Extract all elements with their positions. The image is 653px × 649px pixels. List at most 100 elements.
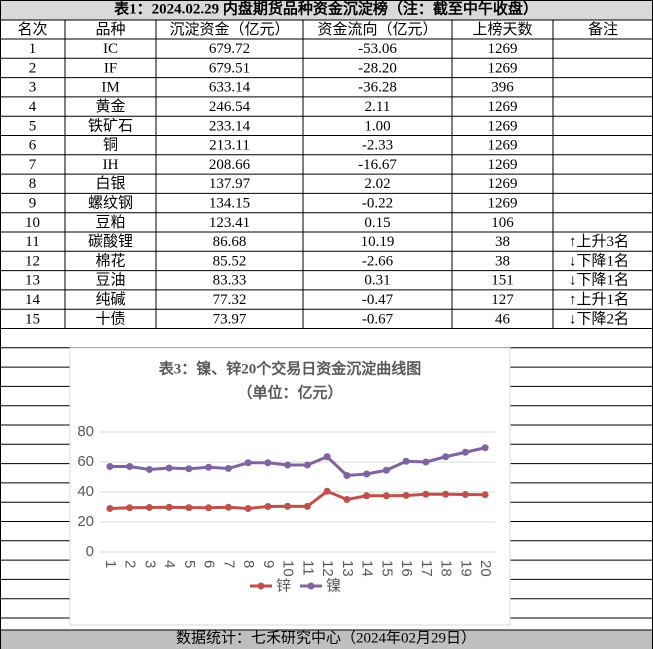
x-tick-label: 12 xyxy=(319,560,336,577)
cell: 77.32 xyxy=(213,292,247,308)
y-tick-label: 60 xyxy=(77,453,94,470)
cell: 633.14 xyxy=(209,80,251,96)
point xyxy=(481,444,489,452)
cell: 213.11 xyxy=(209,138,250,154)
cell: IC xyxy=(103,41,118,57)
cell: 73.97 xyxy=(213,311,247,327)
x-tick-label: 14 xyxy=(359,560,376,577)
cell: -2.66 xyxy=(362,253,394,269)
cell: 1269 xyxy=(488,176,518,192)
cell: -0.47 xyxy=(362,292,394,308)
x-tick-label: 7 xyxy=(220,560,237,568)
point xyxy=(422,490,430,498)
cell: 碳酸锂 xyxy=(88,233,133,250)
column-header: 沉淀资金（亿元） xyxy=(169,21,289,38)
cell: -28.20 xyxy=(358,60,397,76)
point xyxy=(382,466,390,474)
point xyxy=(205,463,213,471)
cell: 15 xyxy=(25,311,40,327)
cell: 134.15 xyxy=(209,195,250,211)
chart-title: 表3：镍、锌20个交易日资金沉淀曲线图 xyxy=(159,359,422,377)
cell: 106 xyxy=(491,215,514,231)
point xyxy=(284,502,292,510)
point xyxy=(442,490,450,498)
cell: 棉花 xyxy=(95,252,125,269)
cell: -2.33 xyxy=(362,138,393,154)
cell: 2.02 xyxy=(364,176,390,192)
point xyxy=(402,491,410,499)
cell: 38 xyxy=(495,234,510,250)
point xyxy=(106,463,114,470)
column-header: 资金流向（亿元） xyxy=(317,21,437,38)
point xyxy=(303,461,311,469)
point xyxy=(323,453,331,461)
point xyxy=(363,470,371,478)
cell: 8 xyxy=(29,176,37,192)
cell: 83.33 xyxy=(213,273,247,289)
cell: 10 xyxy=(25,215,40,231)
cell: 46 xyxy=(495,311,511,327)
cell: 208.66 xyxy=(209,157,251,173)
x-tick-label: 19 xyxy=(457,560,474,577)
y-tick-label: 80 xyxy=(77,423,94,440)
point xyxy=(422,458,430,466)
column-header: 品种 xyxy=(95,21,125,38)
cell: IH xyxy=(103,157,119,173)
point xyxy=(165,503,173,511)
point xyxy=(224,464,232,472)
cell: 2 xyxy=(29,60,37,76)
cell: 十债 xyxy=(95,310,125,327)
cell: 白银 xyxy=(95,175,125,192)
legend-marker xyxy=(257,582,265,590)
point xyxy=(481,491,489,499)
column-header: 上榜天数 xyxy=(472,21,532,38)
point xyxy=(126,504,134,512)
cell: -53.06 xyxy=(358,41,397,57)
x-tick-label: 1 xyxy=(102,560,119,568)
point xyxy=(343,472,351,479)
x-tick-label: 10 xyxy=(280,560,297,577)
point xyxy=(264,503,272,511)
point xyxy=(402,457,410,465)
column-header: 备注 xyxy=(588,21,618,38)
point xyxy=(363,492,371,500)
point xyxy=(165,464,173,472)
cell: 10.19 xyxy=(361,234,395,250)
point xyxy=(145,466,153,473)
x-tick-label: 5 xyxy=(181,560,198,568)
point xyxy=(126,463,134,470)
point xyxy=(244,459,252,467)
cell: 3 xyxy=(29,80,37,96)
point xyxy=(442,453,450,461)
cell: 黄金 xyxy=(95,98,125,115)
cell: IF xyxy=(104,60,117,76)
table-title: 表1：2024.02.29 内盘期货品种资金沉淀榜（注：截至中午收盘） xyxy=(114,0,538,17)
point xyxy=(145,503,153,511)
x-tick-label: 18 xyxy=(438,560,455,577)
cell: 85.52 xyxy=(213,253,247,269)
x-tick-label: 9 xyxy=(260,560,277,568)
cell: 1269 xyxy=(488,60,518,76)
cell: 6 xyxy=(29,138,37,154)
x-tick-label: 11 xyxy=(299,560,316,576)
x-tick-label: 16 xyxy=(398,560,415,577)
point xyxy=(106,505,114,512)
cell: 127 xyxy=(491,292,514,308)
cell: 11 xyxy=(25,234,39,250)
cell: 2.11 xyxy=(365,99,391,115)
cell: ↑上升3名 xyxy=(569,233,629,250)
cell: 679.72 xyxy=(209,41,250,57)
x-tick-label: 2 xyxy=(122,560,139,568)
point xyxy=(205,504,213,512)
title-bar xyxy=(0,0,653,20)
cell: 豆油 xyxy=(95,272,125,289)
cell: ↑上升1名 xyxy=(569,291,629,308)
point xyxy=(185,504,193,512)
chart-area xyxy=(69,347,511,626)
cell: 13 xyxy=(25,273,40,289)
cell: 纯碱 xyxy=(95,291,125,308)
x-tick-label: 3 xyxy=(141,560,158,568)
x-tick-label: 20 xyxy=(477,560,494,577)
point xyxy=(323,487,331,495)
cell: 38 xyxy=(495,253,510,269)
